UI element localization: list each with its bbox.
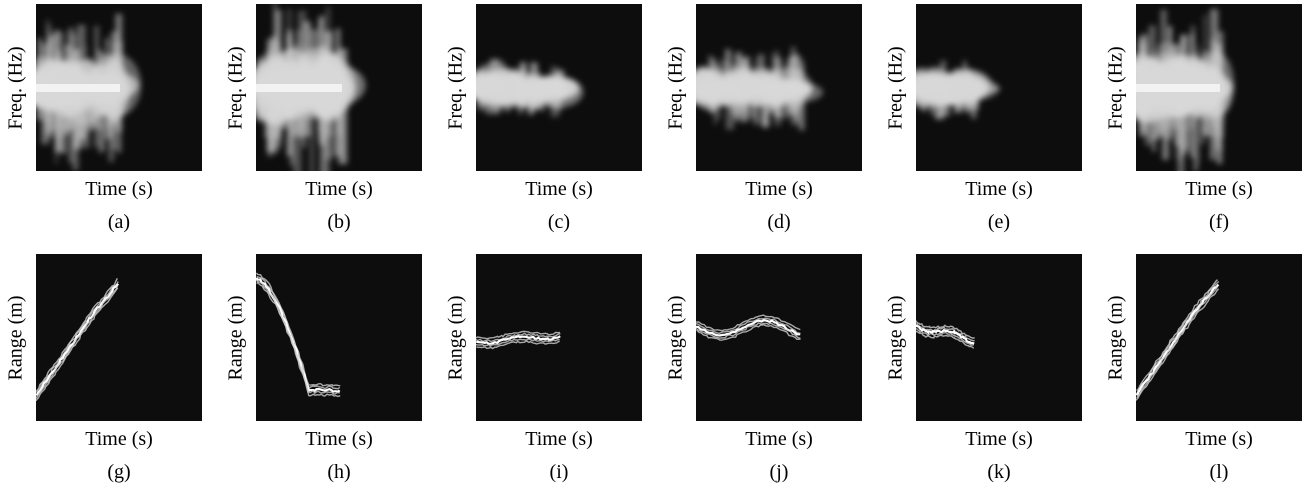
x-axis-label: Time (s) xyxy=(525,428,593,450)
panel-caption: (k) xyxy=(987,461,1011,483)
x-axis-label: Time (s) xyxy=(965,428,1033,450)
range-trace xyxy=(36,277,119,402)
panel-caption: (c) xyxy=(547,211,571,233)
doppler-zero-line xyxy=(36,84,120,92)
panel-j: Range (m) Time (s) (j) xyxy=(665,254,882,486)
doppler-spectrogram xyxy=(916,4,1082,171)
doppler-spectrogram xyxy=(696,4,862,171)
panel-caption: (i) xyxy=(549,461,569,483)
panel-b: Freq. (Hz) Time (s) (b) xyxy=(225,4,442,236)
x-axis-label: Time (s) xyxy=(525,178,593,200)
range-time-map xyxy=(36,254,202,421)
range-time-map xyxy=(256,254,422,421)
panel-h: Range (m) Time (s) (h) xyxy=(225,254,442,486)
x-axis-label: Time (s) xyxy=(1185,428,1253,450)
panel-caption: (j) xyxy=(769,461,789,483)
panel-d: Freq. (Hz) Time (s) (d) xyxy=(665,4,882,236)
x-axis-label: Time (s) xyxy=(305,428,373,450)
range-time-map xyxy=(696,254,862,421)
range-trace xyxy=(476,330,561,350)
doppler-spectrogram xyxy=(476,4,642,171)
panel-caption: (f) xyxy=(1209,211,1229,233)
panel-caption: (b) xyxy=(327,211,351,233)
panel-caption: (d) xyxy=(767,211,791,233)
panel-a: Freq. (Hz) Time (s) (a) xyxy=(5,4,222,236)
panel-f: Freq. (Hz) Time (s) (f) xyxy=(1105,4,1316,236)
range-time-map xyxy=(1136,254,1302,421)
panel-caption: (h) xyxy=(327,461,351,483)
range-time-map xyxy=(916,254,1082,421)
x-axis-label: Time (s) xyxy=(965,178,1033,200)
doppler-energy xyxy=(476,59,584,117)
x-axis-label: Time (s) xyxy=(1185,178,1253,200)
range-trace xyxy=(916,320,975,349)
doppler-spectrogram xyxy=(256,4,422,171)
panel-caption: (g) xyxy=(107,461,131,483)
doppler-zero-line xyxy=(1136,84,1220,92)
range-trace xyxy=(696,314,801,341)
doppler-spectrogram xyxy=(1136,4,1302,171)
panel-l: Range (m) Time (s) (l) xyxy=(1105,254,1316,486)
doppler-zero-line xyxy=(256,84,342,92)
x-axis-label: Time (s) xyxy=(745,428,813,450)
panel-e: Freq. (Hz) Time (s) (e) xyxy=(885,4,1102,236)
range-trace xyxy=(1136,279,1220,401)
panel-k: Range (m) Time (s) (k) xyxy=(885,254,1102,486)
panel-c: Freq. (Hz) Time (s) (c) xyxy=(445,4,662,236)
panel-i: Range (m) Time (s) (i) xyxy=(445,254,662,486)
panel-caption: (a) xyxy=(107,211,131,233)
doppler-spectrogram xyxy=(36,4,202,171)
x-axis-label: Time (s) xyxy=(745,178,813,200)
doppler-energy xyxy=(696,46,823,131)
doppler-energy xyxy=(36,13,142,171)
x-axis-label: Time (s) xyxy=(305,178,373,200)
panel-caption: (l) xyxy=(1209,461,1229,483)
range-trace xyxy=(256,272,341,398)
x-axis-label: Time (s) xyxy=(85,428,153,450)
doppler-energy xyxy=(916,60,1000,120)
panel-caption: (e) xyxy=(987,211,1011,233)
x-axis-label: Time (s) xyxy=(85,178,153,200)
panel-g: Range (m) Time (s) (g) xyxy=(5,254,222,486)
range-time-map xyxy=(476,254,642,421)
